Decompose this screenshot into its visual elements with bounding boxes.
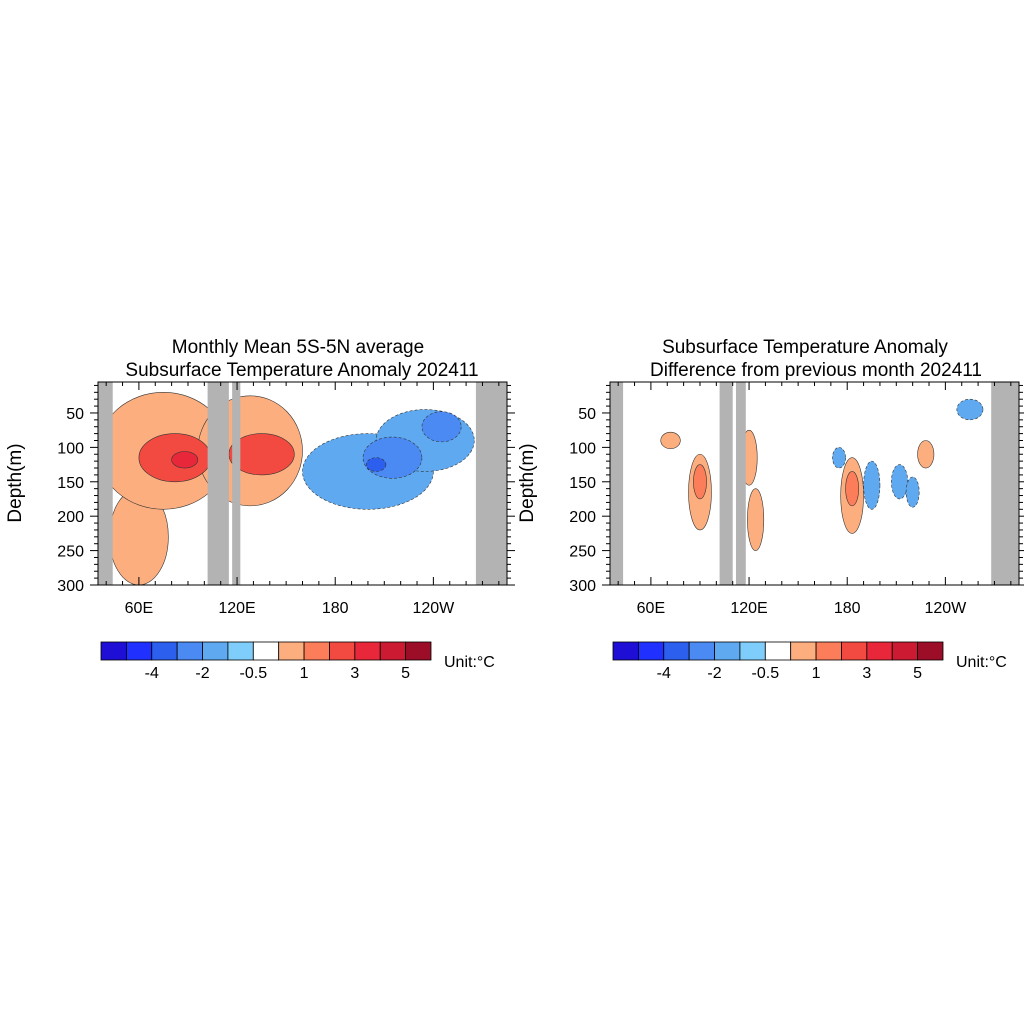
- panel-right-unit-label: Unit:°C: [956, 654, 1007, 671]
- anomaly-feature-12: [905, 476, 920, 508]
- y-tick-label: 150: [57, 475, 84, 492]
- colorbar-swatch: [891, 641, 919, 661]
- colorbar-swatch: [917, 641, 944, 661]
- panel-left-title: Monthly Mean 5S-5N average: [172, 337, 424, 358]
- x-tick-label: 180: [834, 600, 861, 617]
- x-tick-label: 120E: [218, 600, 255, 617]
- panel-right-land-masks: [610, 382, 1019, 585]
- colorbar-tick-label: 3: [350, 665, 359, 682]
- y-tick-label: 250: [569, 544, 596, 561]
- colorbar-tick-label: -4: [145, 665, 159, 682]
- panel-right-colorbar: -4 -2 -0.5 1 3 5: [612, 641, 944, 682]
- panel-left-colorbar: -4 -2 -0.5 1 3 5: [100, 641, 432, 682]
- x-tick-label: 180: [322, 600, 349, 617]
- colorbar-swatch: [252, 641, 280, 661]
- anomaly-feature-8: [832, 447, 846, 469]
- land-mask-2: [232, 382, 241, 585]
- anomaly-feature-9: [421, 411, 462, 443]
- colorbar-swatch: [612, 641, 639, 661]
- panel-right-y-axis-label: Depth(m): [517, 443, 538, 522]
- y-tick-label: 150: [569, 475, 596, 492]
- colorbar-tick-label: -2: [195, 665, 209, 682]
- colorbar-swatch: [739, 641, 766, 661]
- colorbar-swatch: [202, 641, 229, 661]
- x-tick-label: 120W: [924, 600, 967, 617]
- anomaly-feature-9: [863, 460, 881, 510]
- colorbar-swatch: [329, 641, 356, 661]
- colorbar-swatch: [714, 641, 741, 661]
- anomaly-feature-5: [171, 451, 199, 469]
- colorbar-swatch: [405, 641, 432, 661]
- anomaly-feature-2: [747, 488, 765, 551]
- colorbar-tick-label: -0.5: [240, 665, 268, 682]
- anomaly-feature-8: [362, 436, 423, 479]
- colorbar-swatch: [764, 641, 792, 661]
- land-mask-3: [475, 382, 507, 585]
- x-tick-label: 120E: [730, 600, 767, 617]
- land-mask-1: [207, 382, 229, 585]
- y-tick-label: 100: [57, 440, 84, 457]
- x-tick-label: 60E: [637, 600, 665, 617]
- land-mask-0: [610, 382, 624, 585]
- colorbar-swatch: [303, 641, 330, 661]
- y-tick-label: 50: [578, 406, 596, 423]
- anomaly-feature-1: [693, 464, 707, 500]
- anomaly-feature-5: [845, 471, 859, 507]
- land-mask-1: [719, 382, 733, 585]
- y-tick-label: 250: [57, 544, 84, 561]
- colorbar-swatch: [278, 641, 305, 661]
- colorbar-swatch: [125, 641, 153, 661]
- colorbar-swatch: [790, 641, 817, 661]
- panel-right-subtitle: Difference from previous month 202411: [650, 360, 982, 381]
- colorbar-swatch: [100, 641, 127, 661]
- colorbar-swatch: [176, 641, 203, 661]
- colorbar-swatch: [379, 641, 407, 661]
- colorbar-swatch: [354, 641, 381, 661]
- anomaly-feature-6: [917, 440, 935, 469]
- y-tick-label: 200: [569, 509, 596, 526]
- y-tick-label: 300: [569, 578, 596, 595]
- y-tick-label: 50: [66, 406, 84, 423]
- y-tick-label: 100: [569, 440, 596, 457]
- land-mask-2: [735, 382, 746, 585]
- panel-right-axes: 60E 120E 180 120W 50 100 150 200 250 300: [569, 382, 1024, 617]
- colorbar-swatch: [151, 641, 178, 661]
- colorbar-tick-label: 5: [913, 665, 922, 682]
- x-tick-label: 120W: [412, 600, 455, 617]
- y-tick-label: 300: [57, 578, 84, 595]
- colorbar-swatch: [866, 641, 893, 661]
- colorbar-swatch: [688, 641, 715, 661]
- colorbar-tick-label: -4: [657, 665, 671, 682]
- colorbar-swatch: [663, 641, 690, 661]
- x-tick-label: 60E: [125, 600, 153, 617]
- panel-left-y-axis-label: Depth(m): [5, 443, 26, 522]
- colorbar-tick-label: -2: [707, 665, 721, 682]
- colorbar-tick-label: -0.5: [752, 665, 780, 682]
- colorbar-swatch: [841, 641, 868, 661]
- anomaly-feature-7: [660, 431, 681, 450]
- colorbar-swatch: [227, 641, 254, 661]
- panel-left-axes: 60E 120E 180 120W 50 100 150 200 250 300: [57, 382, 515, 617]
- colorbar-tick-label: 1: [812, 665, 821, 682]
- colorbar-tick-label: 5: [401, 665, 410, 682]
- panel-left-unit-label: Unit:°C: [444, 654, 495, 671]
- anomaly-feature-11: [956, 398, 984, 421]
- colorbar-swatch: [815, 641, 842, 661]
- anomaly-feature-10: [891, 464, 909, 500]
- panel-left-land-masks: [98, 382, 507, 585]
- anomaly-feature-10: [366, 457, 387, 472]
- land-mask-3: [991, 382, 1019, 585]
- colorbar-tick-label: 3: [862, 665, 871, 682]
- panel-left-subtitle: Subsurface Temperature Anomaly 202411: [125, 360, 478, 381]
- panel-right: Subsurface Temperature Anomaly Differenc…: [517, 337, 1024, 682]
- panel-right-plot-background: [610, 382, 1019, 585]
- panel-left: Monthly Mean 5S-5N average Subsurface Te…: [5, 337, 515, 682]
- y-tick-label: 200: [57, 509, 84, 526]
- colorbar-tick-label: 1: [300, 665, 309, 682]
- colorbar-swatch: [637, 641, 665, 661]
- panel-right-title: Subsurface Temperature Anomaly: [662, 337, 948, 358]
- land-mask-0: [98, 382, 113, 585]
